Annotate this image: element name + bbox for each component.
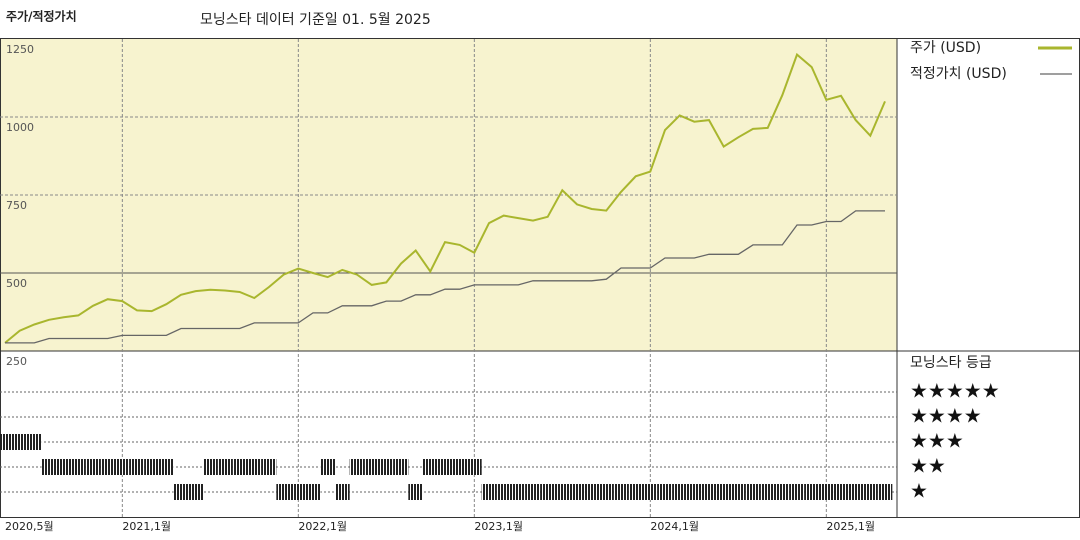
legend-label: 주가 (USD) — [910, 40, 981, 56]
rating-bar — [775, 484, 790, 500]
rating-bar — [364, 459, 379, 475]
rating-bar — [247, 459, 262, 475]
rating-bar — [159, 459, 174, 475]
rating-bar — [173, 484, 189, 500]
rating-bar — [584, 484, 599, 500]
rating-bar — [291, 484, 306, 500]
rating-bar — [540, 484, 555, 500]
rating-bar — [335, 484, 350, 500]
y-tick-label: 1250 — [6, 43, 34, 56]
rating-bar — [525, 484, 541, 500]
rating-bar — [789, 484, 805, 500]
rating-bar — [276, 484, 291, 500]
rating-bar — [467, 459, 482, 475]
rating-bar — [687, 484, 702, 500]
rating-bar — [408, 484, 423, 500]
rating-bar — [804, 484, 819, 500]
rating-row-lines — [0, 391, 897, 493]
rating-bar — [716, 484, 731, 500]
y-tick-label: 1000 — [6, 121, 34, 134]
rating-bar — [217, 459, 233, 475]
rating-bar — [599, 484, 614, 500]
rating-bar — [129, 459, 145, 475]
rating-bar — [511, 484, 526, 500]
rating-bar — [85, 459, 101, 475]
rating-bar — [731, 484, 746, 500]
rating-bar — [613, 484, 629, 500]
legend-label: 적정가치 (USD) — [910, 66, 1007, 82]
rating-bar — [232, 459, 247, 475]
rating-level-label: ★★★ — [910, 429, 964, 453]
rating-bar — [657, 484, 673, 500]
rating-bar — [760, 484, 775, 500]
rating-bar — [320, 459, 335, 475]
rating-bar — [261, 459, 277, 475]
rating-bar — [452, 459, 467, 475]
rating-bar — [393, 459, 409, 475]
rating-bar — [628, 484, 643, 500]
rating-bar — [643, 484, 658, 500]
rating-bar — [745, 484, 761, 500]
rating-level-label: ★★★★ — [910, 404, 982, 428]
rating-bar — [833, 484, 849, 500]
rating-bar — [188, 484, 203, 500]
y-tick-label: 250 — [6, 355, 27, 368]
x-tick-label: 2021,1월 — [122, 520, 171, 533]
series-line — [4, 52, 886, 344]
rating-bar — [848, 484, 863, 500]
rating-bar — [144, 459, 159, 475]
rating-bar — [203, 459, 218, 475]
rating-bar — [423, 459, 438, 475]
rating-bar — [701, 484, 717, 500]
rating-level-label: ★ — [910, 479, 928, 503]
rating-bar — [100, 459, 115, 475]
x-tick-label: 2025,1월 — [826, 520, 875, 533]
y-tick-label: 750 — [6, 199, 27, 212]
y-tick-label: 500 — [6, 277, 27, 290]
rating-bar — [305, 484, 321, 500]
rating-bar — [672, 484, 687, 500]
rating-bar — [12, 434, 27, 450]
rating-bar — [115, 459, 130, 475]
rating-bar — [56, 459, 71, 475]
rating-level-label: ★★★★★ — [910, 379, 1000, 403]
rating-bar — [877, 484, 893, 500]
rating-level-label: ★★ — [910, 454, 946, 478]
rating-bar — [41, 459, 57, 475]
rating-bar — [379, 459, 394, 475]
x-tick-label: 2020,5월 — [5, 520, 54, 533]
rating-bar — [863, 484, 878, 500]
chart-subtitle: 모닝스타 데이터 기준일 01. 5월 2025 — [200, 12, 431, 28]
series-line — [5, 210, 885, 344]
rating-bar — [27, 434, 42, 450]
x-tick-label: 2022,1월 — [298, 520, 347, 533]
rating-title: 모닝스타 등급 — [910, 355, 992, 371]
x-tick-label: 2023,1월 — [474, 520, 523, 533]
x-tick-label: 2024,1월 — [650, 520, 699, 533]
rating-bar — [0, 434, 15, 450]
chart-title: 주가/적정가치 — [6, 9, 77, 24]
rating-bar — [437, 459, 453, 475]
rating-bar — [819, 484, 834, 500]
rating-bar — [71, 459, 86, 475]
rating-bar — [481, 484, 497, 500]
rating-bar — [555, 484, 570, 500]
rating-bar — [496, 484, 511, 500]
rating-bar — [569, 484, 585, 500]
rating-bar — [349, 459, 365, 475]
